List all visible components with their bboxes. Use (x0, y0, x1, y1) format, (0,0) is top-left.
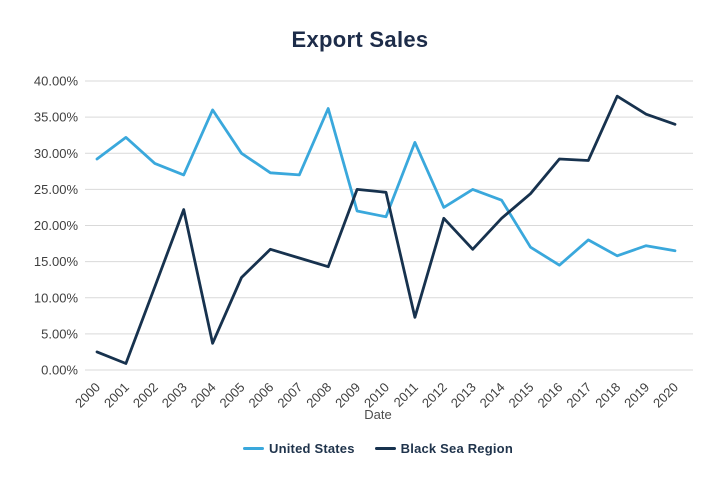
x-axis-tick-label: 2000 (72, 380, 103, 411)
x-axis-tick-label: 2009 (332, 380, 363, 411)
legend-swatch-united-states-icon (243, 447, 264, 450)
x-axis-tick-label: 2005 (217, 380, 248, 411)
y-axis-tick-label: 40.00% (34, 74, 79, 89)
x-axis-tick-label: 2015 (506, 380, 537, 411)
x-axis-tick-label: 2001 (101, 380, 132, 411)
x-axis-tick-label: 2012 (419, 380, 450, 411)
legend: United States Black Sea Region (36, 441, 720, 456)
x-axis-tick-label: 2004 (188, 380, 219, 411)
y-axis-tick-label: 15.00% (34, 254, 79, 269)
x-axis-tick-label: 2011 (391, 380, 421, 410)
x-axis-tick-label: 2018 (592, 380, 623, 411)
x-axis-tick-label: 2003 (159, 380, 190, 411)
x-axis-tick-label: 2008 (303, 380, 334, 411)
y-axis-tick-label: 30.00% (34, 146, 79, 161)
chart-title: Export Sales (291, 27, 429, 52)
y-axis-tick-label: 5.00% (41, 326, 78, 341)
x-axis-title: Date (364, 407, 392, 422)
y-axis-tick-label: 20.00% (34, 218, 79, 233)
x-axis-tick-label: 2013 (448, 380, 479, 411)
y-axis-tick-label: 25.00% (34, 182, 79, 197)
legend-label-united-states: United States (269, 441, 355, 456)
legend-label-black-sea-region: Black Sea Region (400, 441, 513, 456)
x-axis-tick-label: 2014 (477, 380, 508, 411)
series-line-black-sea-region (95, 94, 677, 365)
x-axis-tick-label: 2006 (245, 380, 276, 411)
x-axis-tick-label: 2019 (621, 380, 652, 411)
y-axis-tick-label: 0.00% (41, 363, 78, 378)
x-axis-tick-label: 2017 (563, 380, 594, 411)
legend-item-black-sea-region: Black Sea Region (374, 441, 513, 456)
y-axis-tick-label: 35.00% (34, 110, 79, 125)
x-axis-tick-label: 2002 (130, 380, 161, 411)
legend-swatch-black-sea-region-icon (374, 447, 396, 450)
legend-item-united-states: United States (243, 441, 355, 456)
x-axis-tick-label: 2007 (274, 380, 305, 411)
x-axis-tick-label: 2010 (361, 380, 392, 411)
y-axis-tick-label: 10.00% (34, 290, 79, 305)
x-axis-tick-label: 2020 (650, 380, 681, 411)
x-axis-tick-label: 2016 (534, 380, 565, 411)
series-line-united-states (95, 107, 677, 267)
